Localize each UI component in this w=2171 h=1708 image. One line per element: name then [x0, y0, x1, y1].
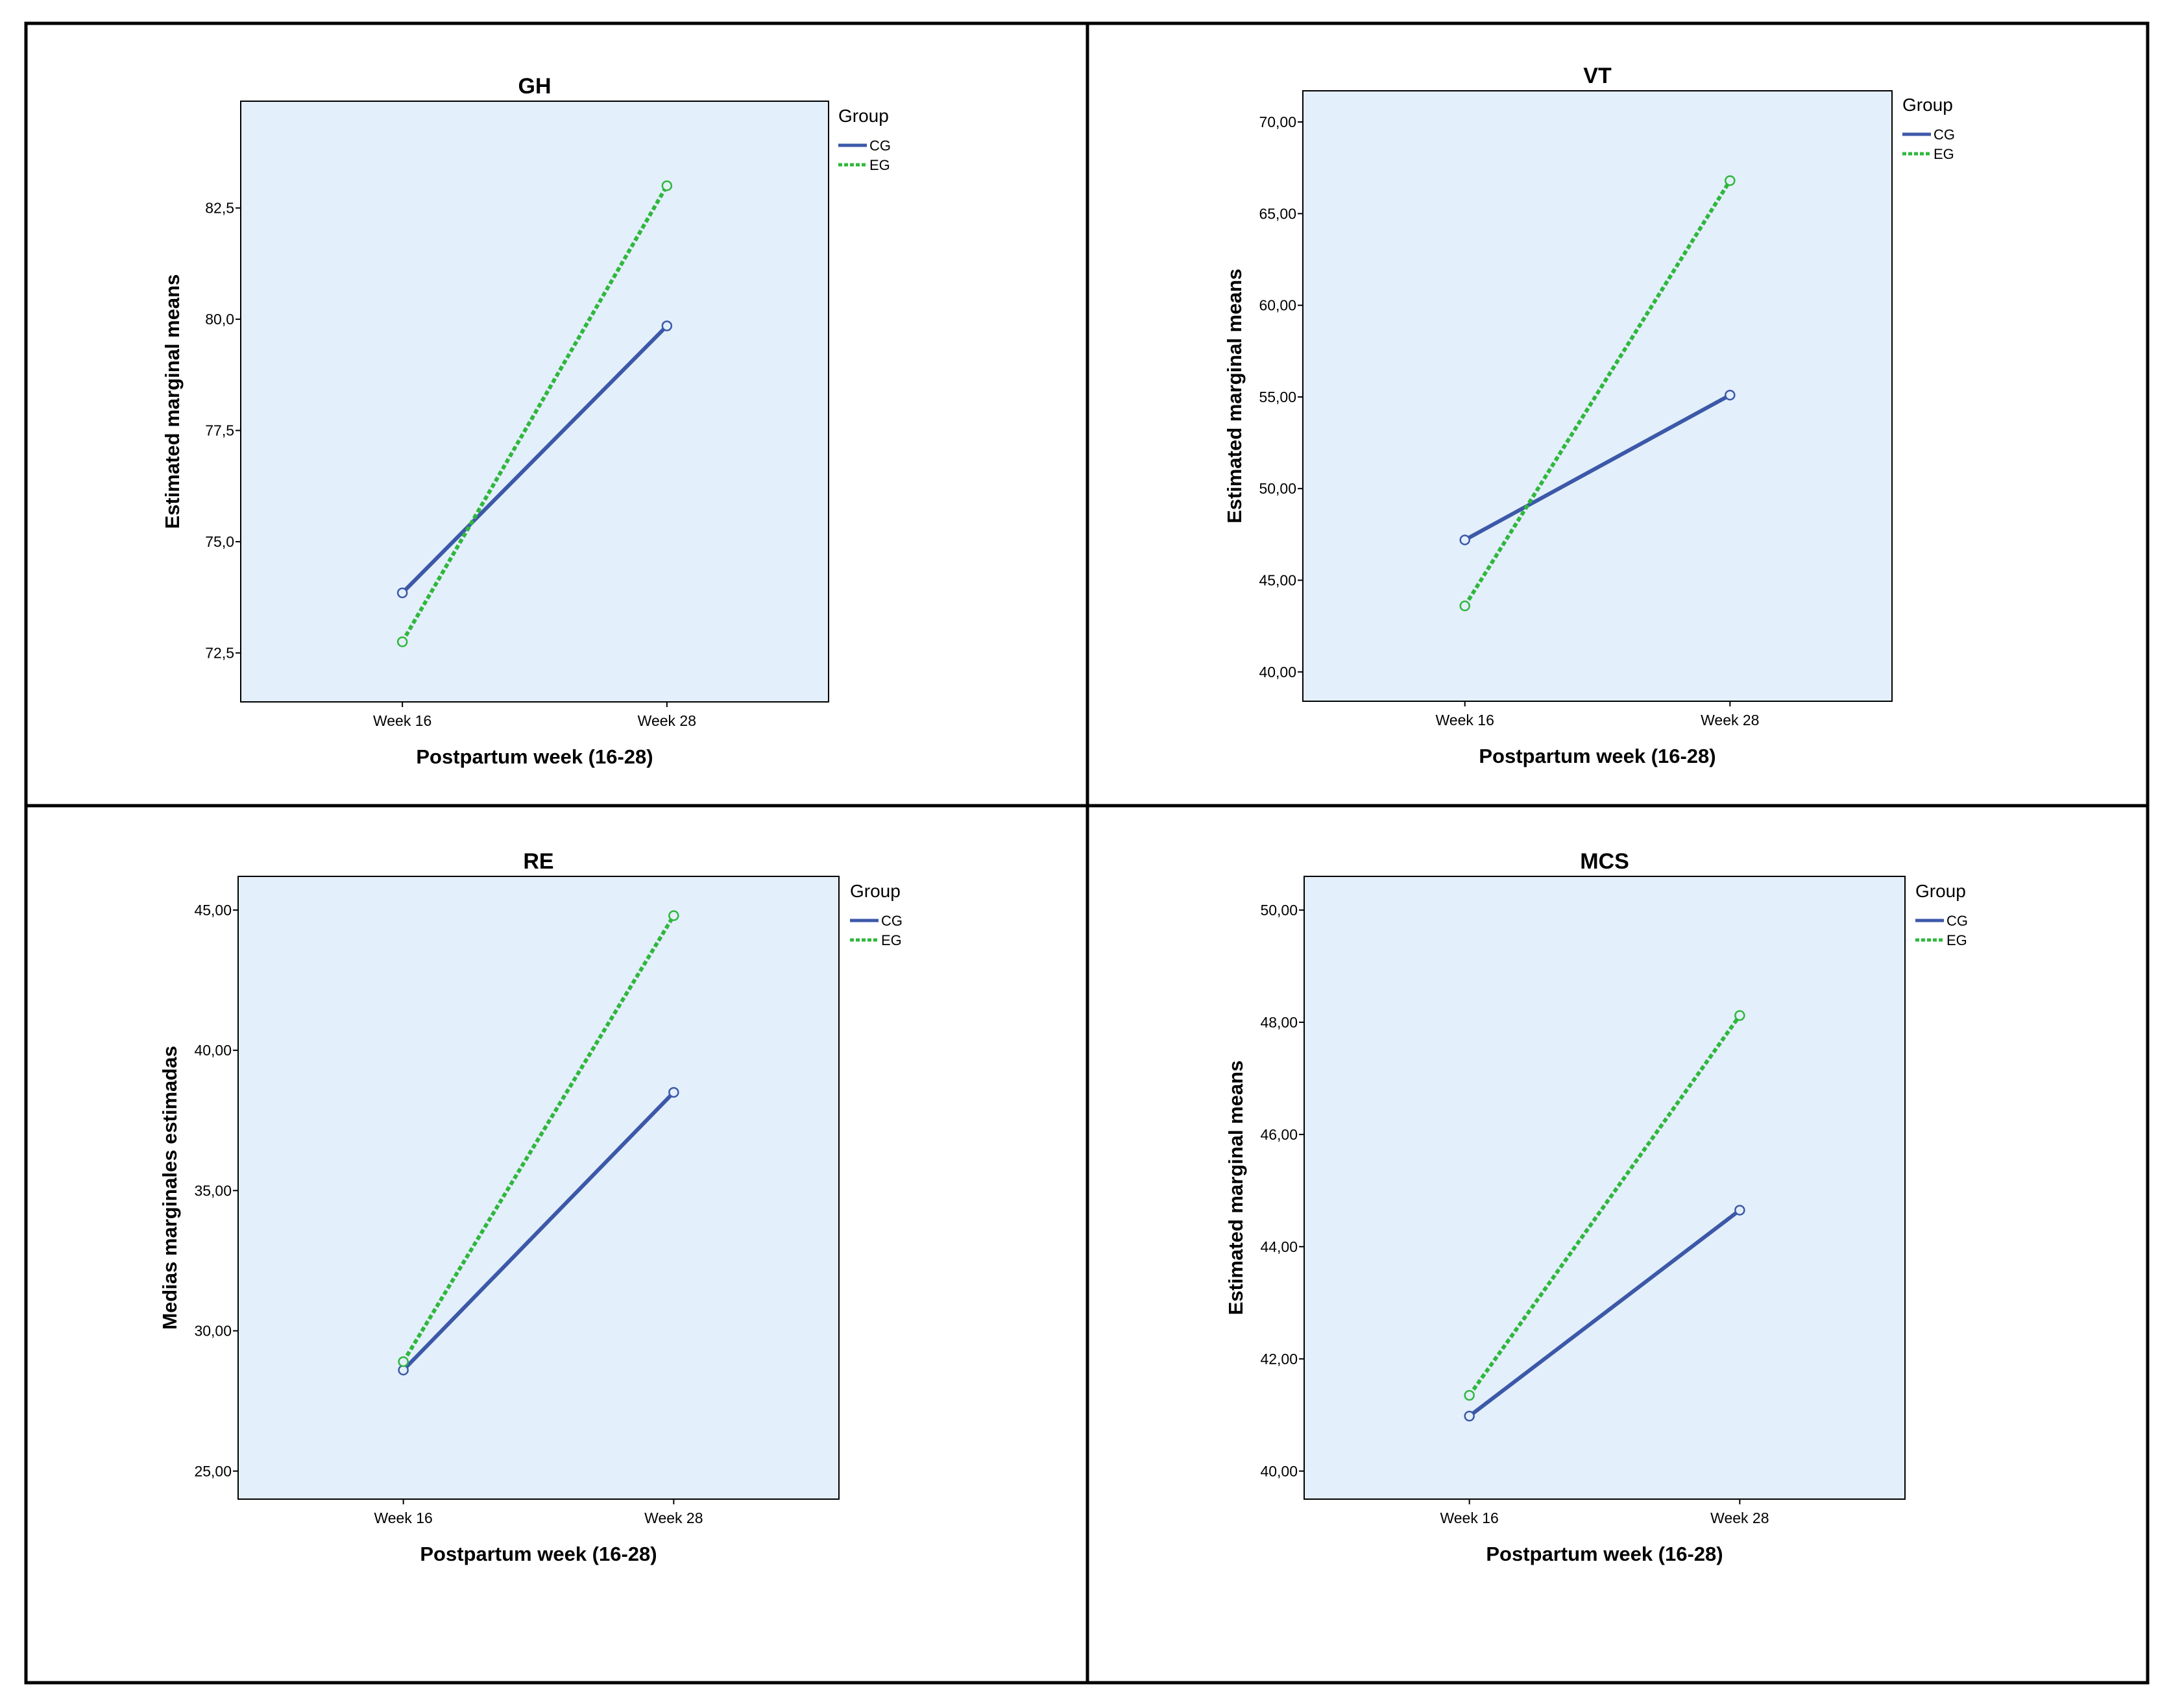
- legend-label-eg: EG: [869, 157, 890, 173]
- legend-title: Group: [1915, 881, 1966, 901]
- y-tick-label: 70,00: [1259, 114, 1296, 130]
- chart-panel-vt: VT 40,00 45,00 50,00 55,00 60,00 65,00 70,00 Wee…: [1223, 64, 1955, 767]
- series-line-eg: [1468, 1014, 1741, 1397]
- x-tick-label: Week 16: [1436, 712, 1494, 728]
- chart-title: GH: [518, 74, 552, 99]
- data-point-cg: [661, 320, 673, 331]
- y-tick-label: 42,00: [1260, 1351, 1298, 1367]
- x-axis-title: Postpartum week (16-28): [416, 745, 653, 768]
- plot-area: [240, 101, 829, 703]
- legend-label-eg: EG: [881, 932, 902, 948]
- data-point-cg: [668, 1087, 679, 1098]
- legend-label-cg: CG: [881, 913, 903, 929]
- chart-panel-gh: GH 72,5 75,0 77,5 80,0 82,5 Week 16 Week 28 Post…: [161, 74, 891, 768]
- y-tick-label: 25,00: [194, 1463, 232, 1480]
- x-tick-label: Week 28: [644, 1510, 703, 1526]
- y-tick-label: 46,00: [1260, 1126, 1298, 1143]
- plot-area: [1304, 876, 1906, 1500]
- x-tick-label: Week 28: [1710, 1510, 1769, 1526]
- y-axis-title: Estimated marginal means: [161, 274, 184, 529]
- legend-label-cg: CG: [1934, 126, 1955, 143]
- y-tick-label: 75,0: [205, 533, 234, 550]
- data-point-cg: [1725, 389, 1736, 401]
- x-axis-title: Postpartum week (16-28): [420, 1543, 657, 1565]
- data-point-eg: [661, 180, 673, 191]
- plot-area: [237, 876, 840, 1500]
- y-tick-label: 82,5: [205, 200, 234, 217]
- data-point-eg: [396, 636, 408, 647]
- y-axis-title: Estimated marginal means: [1223, 269, 1246, 523]
- y-tick-label: 44,00: [1260, 1238, 1298, 1255]
- legend-label-cg: CG: [1947, 913, 1968, 929]
- y-tick-label: 77,5: [205, 422, 234, 439]
- y-tick-label: 50,00: [1260, 902, 1298, 919]
- data-point-eg: [398, 1356, 409, 1367]
- data-point-cg: [1734, 1205, 1745, 1216]
- data-point-eg: [1725, 175, 1736, 186]
- chart-panel-mcs: MCS 40,00 42,00 44,00 46,00 48,00 50,00 Week 16…: [1224, 849, 1968, 1565]
- data-point-eg: [1464, 1389, 1475, 1401]
- y-tick-label: 30,00: [194, 1323, 232, 1340]
- data-point-cg: [396, 587, 408, 599]
- y-tick-label: 50,00: [1259, 480, 1296, 497]
- x-tick-label: Week 16: [1440, 1510, 1498, 1526]
- legend-title: Group: [1902, 95, 1953, 115]
- series-line-cg: [1468, 1209, 1741, 1418]
- data-point-cg: [1464, 1410, 1475, 1422]
- legend-label-eg: EG: [1947, 932, 1967, 948]
- chart-title: VT: [1583, 64, 1612, 88]
- y-tick-label: 48,00: [1260, 1014, 1298, 1031]
- data-point-eg: [1459, 600, 1470, 612]
- plot-area: [1302, 90, 1893, 702]
- x-tick-label: Week 16: [373, 712, 431, 729]
- x-tick-label: Week 16: [374, 1510, 432, 1526]
- x-tick-label: Week 28: [1701, 712, 1759, 728]
- legend-label-cg: CG: [869, 138, 891, 154]
- data-point-eg: [1734, 1010, 1745, 1021]
- y-tick-label: 65,00: [1259, 205, 1296, 222]
- chart-panel-re: RE 25,00 30,00 35,00 40,00 45,00 Week 16 Week 2…: [158, 849, 903, 1565]
- y-tick-label: 45,00: [194, 902, 232, 919]
- data-point-eg: [668, 910, 679, 921]
- data-point-cg: [1459, 535, 1470, 546]
- series-line-cg: [401, 324, 668, 595]
- y-tick-label: 60,00: [1259, 297, 1296, 314]
- y-tick-label: 40,00: [1260, 1463, 1298, 1480]
- y-tick-label: 45,00: [1259, 571, 1296, 588]
- series-line-eg: [1463, 179, 1732, 607]
- legend-title: Group: [850, 881, 901, 901]
- x-axis-title: Postpartum week (16-28): [1479, 745, 1716, 767]
- series-line-cg: [402, 1090, 675, 1372]
- y-tick-label: 80,0: [205, 311, 234, 328]
- chart-title: MCS: [1580, 849, 1629, 874]
- y-tick-label: 72,5: [205, 645, 234, 662]
- y-tick-label: 55,00: [1259, 389, 1296, 405]
- chart-title: RE: [523, 849, 553, 874]
- y-axis-title: Estimated marginal means: [1224, 1061, 1247, 1316]
- y-axis-title: Medias marginales estimadas: [158, 1046, 181, 1330]
- series-line-eg: [402, 914, 675, 1363]
- y-tick-label: 40,00: [1259, 664, 1296, 680]
- series-line-cg: [1464, 393, 1731, 542]
- x-tick-label: Week 28: [638, 712, 696, 729]
- x-axis-title: Postpartum week (16-28): [1486, 1543, 1723, 1565]
- series-line-eg: [400, 184, 669, 643]
- y-tick-label: 40,00: [194, 1042, 232, 1059]
- y-tick-label: 35,00: [194, 1182, 232, 1199]
- legend-title: Group: [838, 106, 889, 126]
- legend-label-eg: EG: [1934, 146, 1954, 162]
